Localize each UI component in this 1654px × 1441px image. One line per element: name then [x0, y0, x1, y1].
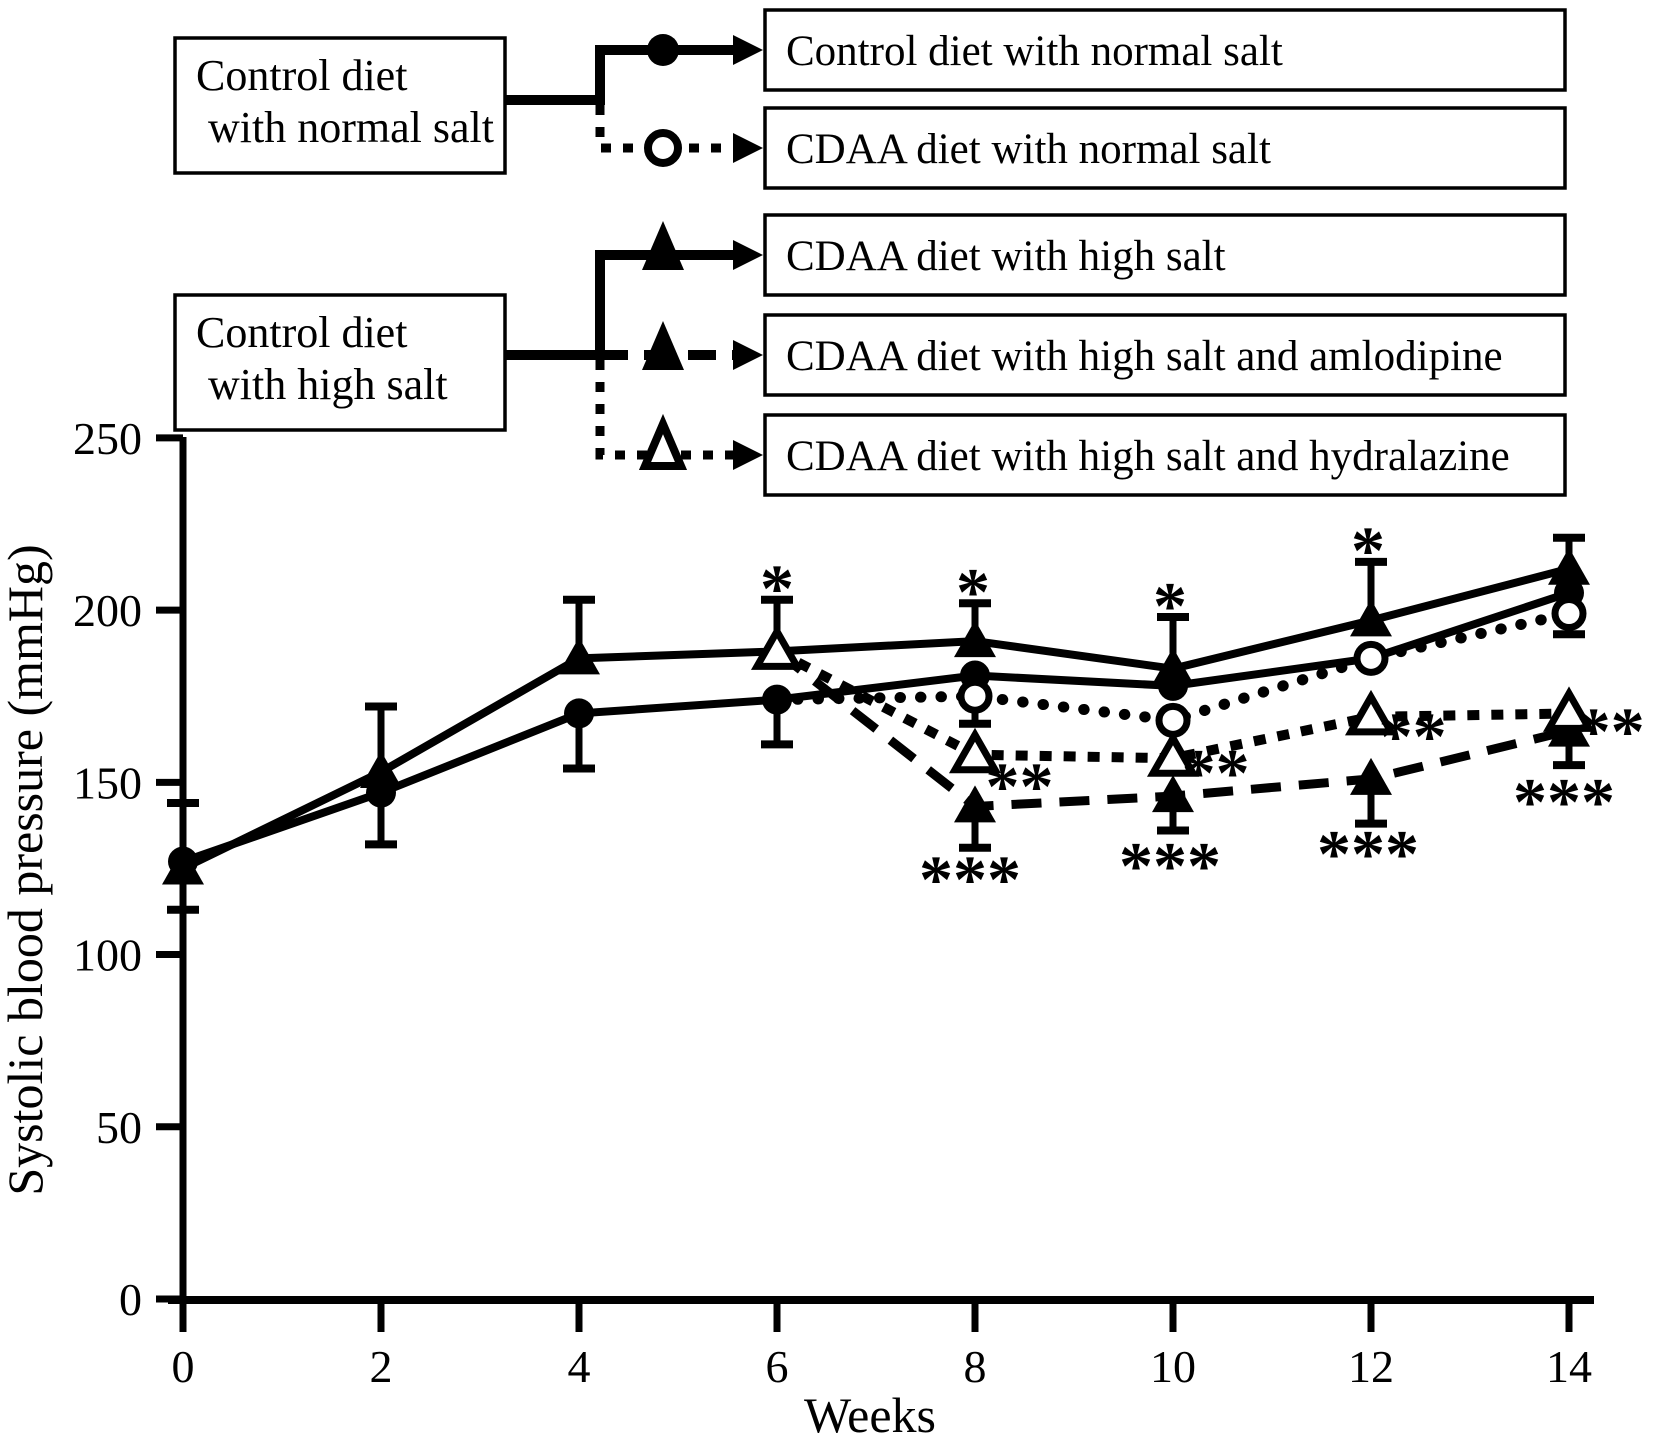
arrow-icon — [733, 440, 763, 470]
group-box-3 — [763, 213, 1567, 297]
source-box-high-salt-line2: with high salt — [208, 360, 448, 409]
arrow-icon — [733, 240, 763, 270]
y-axis-title: Systolic blood pressure (mmHg) — [0, 544, 53, 1195]
source-box-normal-salt-line2: with normal salt — [208, 103, 494, 152]
x-axis-tick-label: 10 — [1150, 1341, 1196, 1392]
open-triangle-marker — [750, 624, 804, 670]
filled-circle-icon — [647, 34, 679, 66]
group-box-4 — [763, 313, 1567, 397]
significance-annotation: *** — [919, 841, 1021, 917]
significance-annotation: ** — [986, 748, 1054, 824]
arrow-icon — [733, 35, 763, 65]
y-axis-tick-label: 50 — [96, 1102, 142, 1153]
group-label-4: CDAA diet with high salt and amlodipine — [786, 333, 1503, 380]
x-axis-tick-label: 0 — [172, 1341, 195, 1392]
open-circle-marker — [1353, 640, 1389, 676]
filled-triangle-marker — [1350, 599, 1392, 637]
open-circle-marker — [1551, 596, 1587, 632]
group-label-5: CDAA diet with high salt and hydralazine — [786, 433, 1510, 480]
filled-triangle-icon — [642, 221, 684, 270]
group-box-5 — [763, 413, 1567, 497]
significance-annotation: ** — [1379, 698, 1447, 774]
x-axis-tick-label: 2 — [370, 1341, 393, 1392]
open-triangle-marker — [1542, 686, 1596, 732]
group-label-1: Control diet with normal salt — [786, 28, 1283, 75]
significance-annotation: * — [1351, 512, 1385, 588]
significance-annotation: *** — [1513, 764, 1615, 840]
y-axis-tick-label: 100 — [73, 930, 142, 981]
significance-annotation: * — [956, 554, 990, 630]
source-box-normal-salt — [173, 36, 507, 175]
open-triangle-marker — [948, 727, 1002, 774]
significance-annotation: * — [1153, 567, 1187, 643]
filled-triangle-marker — [954, 620, 996, 658]
source-box-high-salt-line1: Control diet — [196, 308, 407, 357]
chart-plot: 0 50 100 150 200 250 0 2 4 6 8 10 12 14 Weeks Systolic … — [0, 413, 1645, 1441]
x-axis-tick-label: 12 — [1348, 1341, 1394, 1392]
x-axis-tick-label: 6 — [766, 1341, 789, 1392]
y-axis-tick-label: 200 — [73, 585, 142, 636]
y-axis-tick-label: 150 — [73, 757, 142, 808]
significance-annotation: ** — [1182, 734, 1250, 810]
series-line — [771, 608, 1575, 726]
filled-triangle-marker — [1350, 757, 1392, 795]
open-circle-marker — [957, 678, 993, 714]
y-axis-tick-label: 250 — [73, 413, 142, 464]
group-box-1 — [763, 8, 1567, 92]
group-box-2 — [763, 106, 1567, 190]
filled-circle-marker — [564, 698, 594, 729]
filled-triangle-marker — [1152, 775, 1194, 813]
filled-triangle-marker — [360, 750, 402, 788]
x-axis-tick-label: 8 — [964, 1341, 987, 1392]
flow-diagram: Control diet with normal salt Control di… — [173, 8, 1567, 497]
open-triangle-marker — [1146, 731, 1200, 777]
series-line — [774, 647, 1570, 764]
open-circle-icon — [644, 129, 682, 167]
y-axis-tick-label: 0 — [119, 1274, 142, 1325]
filled-triangle-marker — [558, 637, 600, 675]
source-box-normal-salt-line1: Control diet — [196, 51, 407, 100]
connector-dotted-hydralazine — [595, 360, 733, 460]
significance-annotation: *** — [1119, 827, 1221, 903]
significance-annotation: ** — [1577, 693, 1645, 769]
open-triangle-icon — [638, 413, 688, 470]
x-axis-tick-label: 14 — [1546, 1341, 1592, 1392]
filled-triangle-marker — [1548, 547, 1590, 585]
arrow-icon — [733, 133, 763, 163]
significance-annotation: *** — [1317, 815, 1419, 891]
group-label-2: CDAA diet with normal salt — [786, 126, 1271, 173]
x-axis-tick-label: 4 — [568, 1341, 591, 1392]
significance-annotation: * — [760, 550, 794, 626]
connector-solid-cdaa-high — [505, 250, 733, 360]
filled-triangle-icon — [642, 321, 684, 370]
arrow-icon — [733, 340, 763, 370]
source-box-high-salt — [173, 293, 507, 432]
filled-triangle-marker — [162, 847, 204, 885]
open-triangle-marker — [1344, 689, 1398, 736]
group-label-3: CDAA diet with high salt — [786, 233, 1226, 280]
connector-solid-control — [505, 45, 733, 105]
filled-circle-marker — [762, 684, 792, 715]
filled-triangle-marker — [954, 785, 996, 823]
open-circle-marker — [1155, 702, 1191, 738]
x-axis-title: Weeks — [804, 1387, 936, 1441]
series-line — [181, 589, 1571, 866]
series-line — [181, 564, 1571, 873]
filled-triangle-marker — [1152, 647, 1194, 685]
